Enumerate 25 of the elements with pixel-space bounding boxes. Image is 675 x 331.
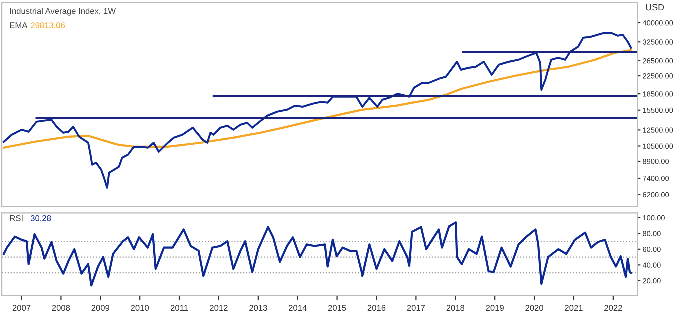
text: EMA <box>10 22 28 28</box>
y-axis-title: USD <box>646 4 664 11</box>
x-tick-label: 2021 <box>565 305 583 312</box>
x-tick-label: 2012 <box>210 305 228 312</box>
x-tick-label: 2007 <box>12 305 31 312</box>
annotation: 30.28 <box>30 215 52 222</box>
line-series <box>2 222 632 287</box>
x-tick-label: 2010 <box>131 305 150 312</box>
text: Industrial Average Index, 1W <box>10 8 116 16</box>
x-tick-label: 2015 <box>328 305 346 312</box>
x-tick-label: 2017 <box>407 305 426 312</box>
line-series <box>2 48 632 149</box>
x-tick-label: 2022 <box>604 305 622 312</box>
line-series <box>3 32 632 189</box>
x-tick-label: 2019 <box>486 305 504 312</box>
x-tick-label: 2020 <box>526 305 544 312</box>
x-tick-label: 2016 <box>368 305 386 312</box>
x-tick-label: 2014 <box>289 305 307 312</box>
x-tick-label: 2009 <box>92 305 110 312</box>
annotation: 29813.06 <box>31 22 66 28</box>
x-tick-label: 2018 <box>446 305 465 312</box>
series-label: RSI <box>10 215 23 222</box>
x-tick-label: 2008 <box>52 305 70 312</box>
x-tick-label: 2011 <box>170 305 188 312</box>
x-tick-label: 2013 <box>250 305 268 312</box>
